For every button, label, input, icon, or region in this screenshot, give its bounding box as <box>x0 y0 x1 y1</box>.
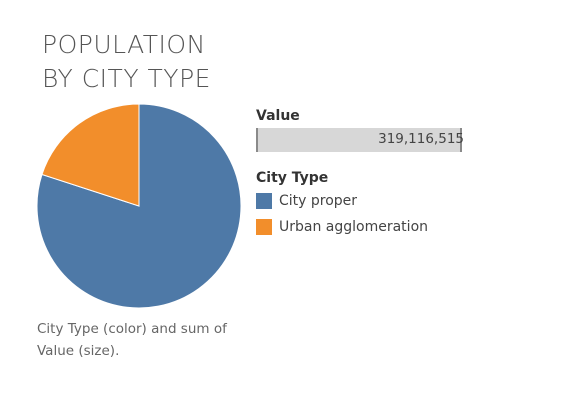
chart-caption: City Type (color) and sum of Value (size… <box>37 321 227 359</box>
legend-label: Urban agglomeration <box>279 219 429 235</box>
legend-swatch <box>256 193 272 209</box>
color-legend-heading: City Type <box>256 170 329 186</box>
size-legend-bar: 319,116,515 <box>256 128 464 152</box>
chart-title: POPULATION BY CITY TYPE <box>42 28 211 96</box>
legend-item-urban-agglomeration[interactable]: Urban agglomeration <box>256 217 428 237</box>
chart-title-line-2: BY CITY TYPE <box>42 64 211 93</box>
legend-label: City proper <box>279 193 358 209</box>
chart-title-line-1: POPULATION <box>42 30 206 59</box>
size-legend-heading: Value <box>256 108 300 124</box>
size-legend-value: 319,116,515 <box>378 131 464 147</box>
pie-chart[interactable] <box>36 103 242 309</box>
legend-swatch <box>256 219 272 235</box>
legend-item-city-proper[interactable]: City proper <box>256 191 357 211</box>
pie-slice-urban-agglomeration[interactable] <box>41 103 140 207</box>
